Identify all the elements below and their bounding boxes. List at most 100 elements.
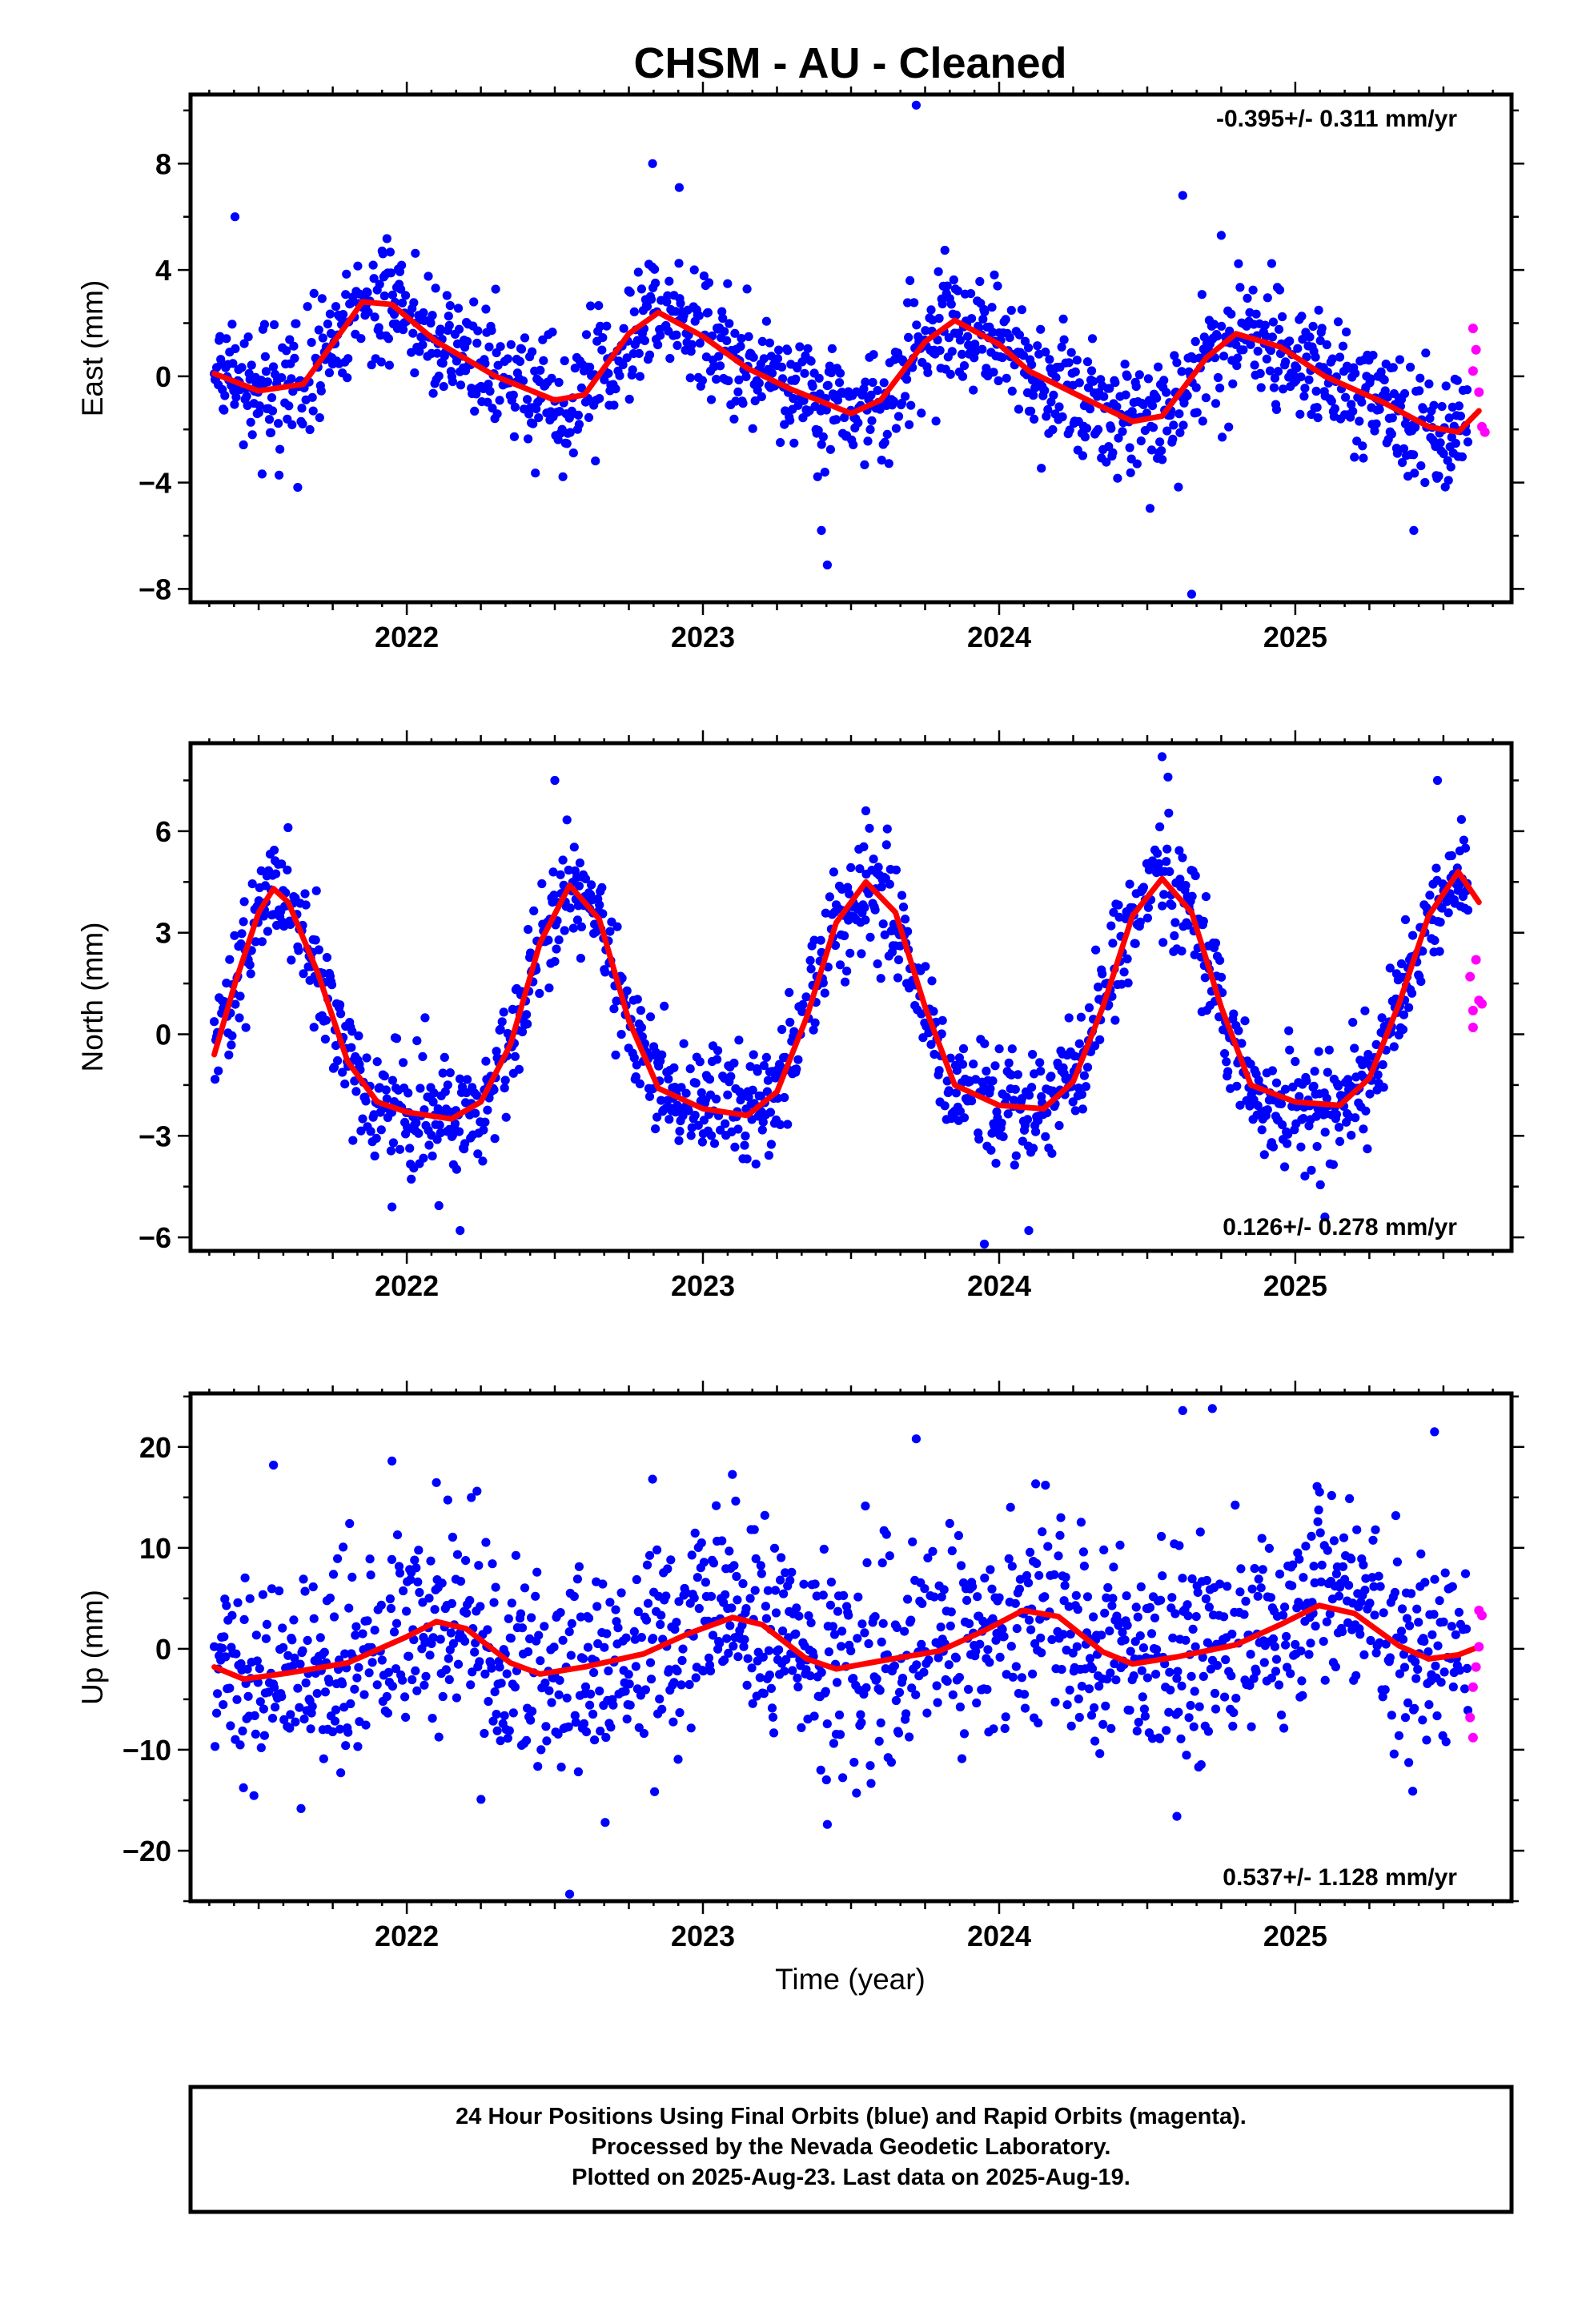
final-orbit-point: [1235, 1100, 1245, 1110]
final-orbit-point: [1191, 1642, 1200, 1651]
y-tick-label: −3: [139, 1120, 171, 1152]
final-orbit-point: [420, 1680, 429, 1690]
final-orbit-point: [1122, 1621, 1132, 1630]
final-orbit-point: [353, 1742, 363, 1751]
final-orbit-point: [1305, 332, 1315, 342]
final-orbit-point: [452, 339, 463, 348]
final-orbit-point: [902, 375, 912, 384]
final-orbit-point: [733, 387, 743, 396]
final-orbit-point: [255, 1697, 265, 1707]
final-orbit-point: [443, 1495, 452, 1505]
final-orbit-point: [1442, 897, 1452, 907]
final-orbit-point: [1026, 406, 1036, 416]
final-orbit-point: [1297, 312, 1307, 321]
final-orbit-point: [491, 284, 500, 294]
final-orbit-point: [1043, 1542, 1053, 1551]
final-orbit-point: [917, 408, 926, 418]
final-orbit-point: [418, 1051, 428, 1061]
final-orbit-point: [597, 883, 607, 892]
final-orbit-point: [1191, 1612, 1201, 1622]
final-orbit-point: [1387, 429, 1396, 439]
final-orbit-point: [679, 1039, 689, 1048]
final-orbit-point: [1267, 332, 1277, 342]
final-orbit-point: [656, 331, 665, 340]
final-orbit-point: [849, 1758, 859, 1767]
final-orbit-point: [853, 1592, 863, 1602]
x-tick-label: 2022: [375, 621, 439, 653]
final-orbit-point: [1162, 857, 1171, 866]
final-orbit-point: [1155, 822, 1165, 832]
final-orbit-point: [1126, 1647, 1135, 1656]
final-orbit-point: [540, 1622, 549, 1631]
final-orbit-point: [766, 1140, 777, 1149]
final-orbit-point: [978, 315, 988, 324]
final-orbit-point: [460, 1139, 470, 1148]
final-orbit-point: [347, 1027, 357, 1036]
final-orbit-point: [1186, 589, 1196, 599]
final-orbit-point: [1263, 1105, 1272, 1115]
final-orbit-point: [733, 1124, 743, 1134]
final-orbit-point: [1225, 326, 1235, 336]
final-orbit-point: [428, 1151, 437, 1161]
final-orbit-point: [987, 303, 997, 312]
final-orbit-point: [1152, 1645, 1162, 1655]
final-orbit-point: [508, 1708, 518, 1718]
final-orbit-point: [874, 1736, 884, 1746]
final-orbit-point: [1338, 1562, 1348, 1571]
y-axis-label: North (mm): [76, 922, 109, 1072]
final-orbit-point: [418, 1598, 428, 1607]
final-orbit-point: [1439, 448, 1448, 459]
final-orbit-point: [636, 1006, 646, 1015]
final-orbit-point: [648, 159, 657, 168]
final-orbit-point: [233, 1598, 243, 1607]
final-orbit-point: [572, 1574, 583, 1584]
final-orbit-point: [706, 1591, 717, 1601]
final-orbit-point: [293, 483, 303, 493]
final-orbit-point: [489, 1598, 499, 1607]
final-orbit-point: [751, 1160, 761, 1169]
final-orbit-point: [849, 440, 858, 450]
final-orbit-point: [1187, 891, 1197, 901]
rapid-orbit-points: [1468, 324, 1490, 437]
final-orbit-point: [558, 1635, 568, 1645]
final-orbit-point: [962, 1595, 972, 1605]
final-orbit-point: [1138, 1692, 1147, 1702]
final-orbit-point: [640, 1685, 651, 1695]
final-orbit-point: [689, 265, 699, 275]
final-orbit-point: [975, 276, 985, 287]
final-orbit-point: [788, 1666, 797, 1675]
final-orbit-point: [1300, 384, 1310, 393]
final-orbit-point: [1122, 1591, 1131, 1601]
final-orbit-point: [675, 1127, 685, 1136]
final-orbit-point: [341, 1741, 351, 1751]
final-orbit-point: [271, 1703, 280, 1712]
final-orbit-point: [287, 420, 297, 430]
final-orbit-point: [452, 1164, 462, 1174]
final-orbit-point: [677, 1655, 687, 1666]
final-orbit-point: [330, 1716, 340, 1726]
final-orbit-point: [869, 854, 878, 864]
final-orbit-point: [569, 842, 579, 852]
final-orbit-point: [1212, 1661, 1223, 1671]
final-orbit-point: [468, 1667, 477, 1677]
final-orbit-point: [1371, 1648, 1381, 1658]
final-orbit-point: [677, 1083, 686, 1092]
final-orbit-point: [499, 1007, 508, 1017]
final-orbit-point: [1375, 404, 1384, 414]
final-orbit-point: [1108, 939, 1118, 948]
final-orbit-point: [829, 1739, 838, 1748]
final-orbit-point: [753, 1067, 762, 1076]
final-orbit-point: [1015, 1574, 1025, 1584]
final-orbit-point: [759, 1061, 769, 1071]
final-orbit-point: [629, 1626, 639, 1636]
final-orbit-point: [1259, 1658, 1269, 1667]
final-orbit-point: [622, 986, 632, 995]
final-orbit-point: [1007, 1562, 1017, 1571]
final-orbit-point: [1404, 1003, 1414, 1012]
final-orbit-point: [809, 935, 819, 945]
final-orbit-point: [993, 281, 1002, 291]
final-orbit-point: [823, 380, 833, 390]
final-orbit-point: [480, 1728, 489, 1739]
final-orbit-point: [389, 1627, 400, 1637]
final-orbit-point: [845, 948, 855, 958]
